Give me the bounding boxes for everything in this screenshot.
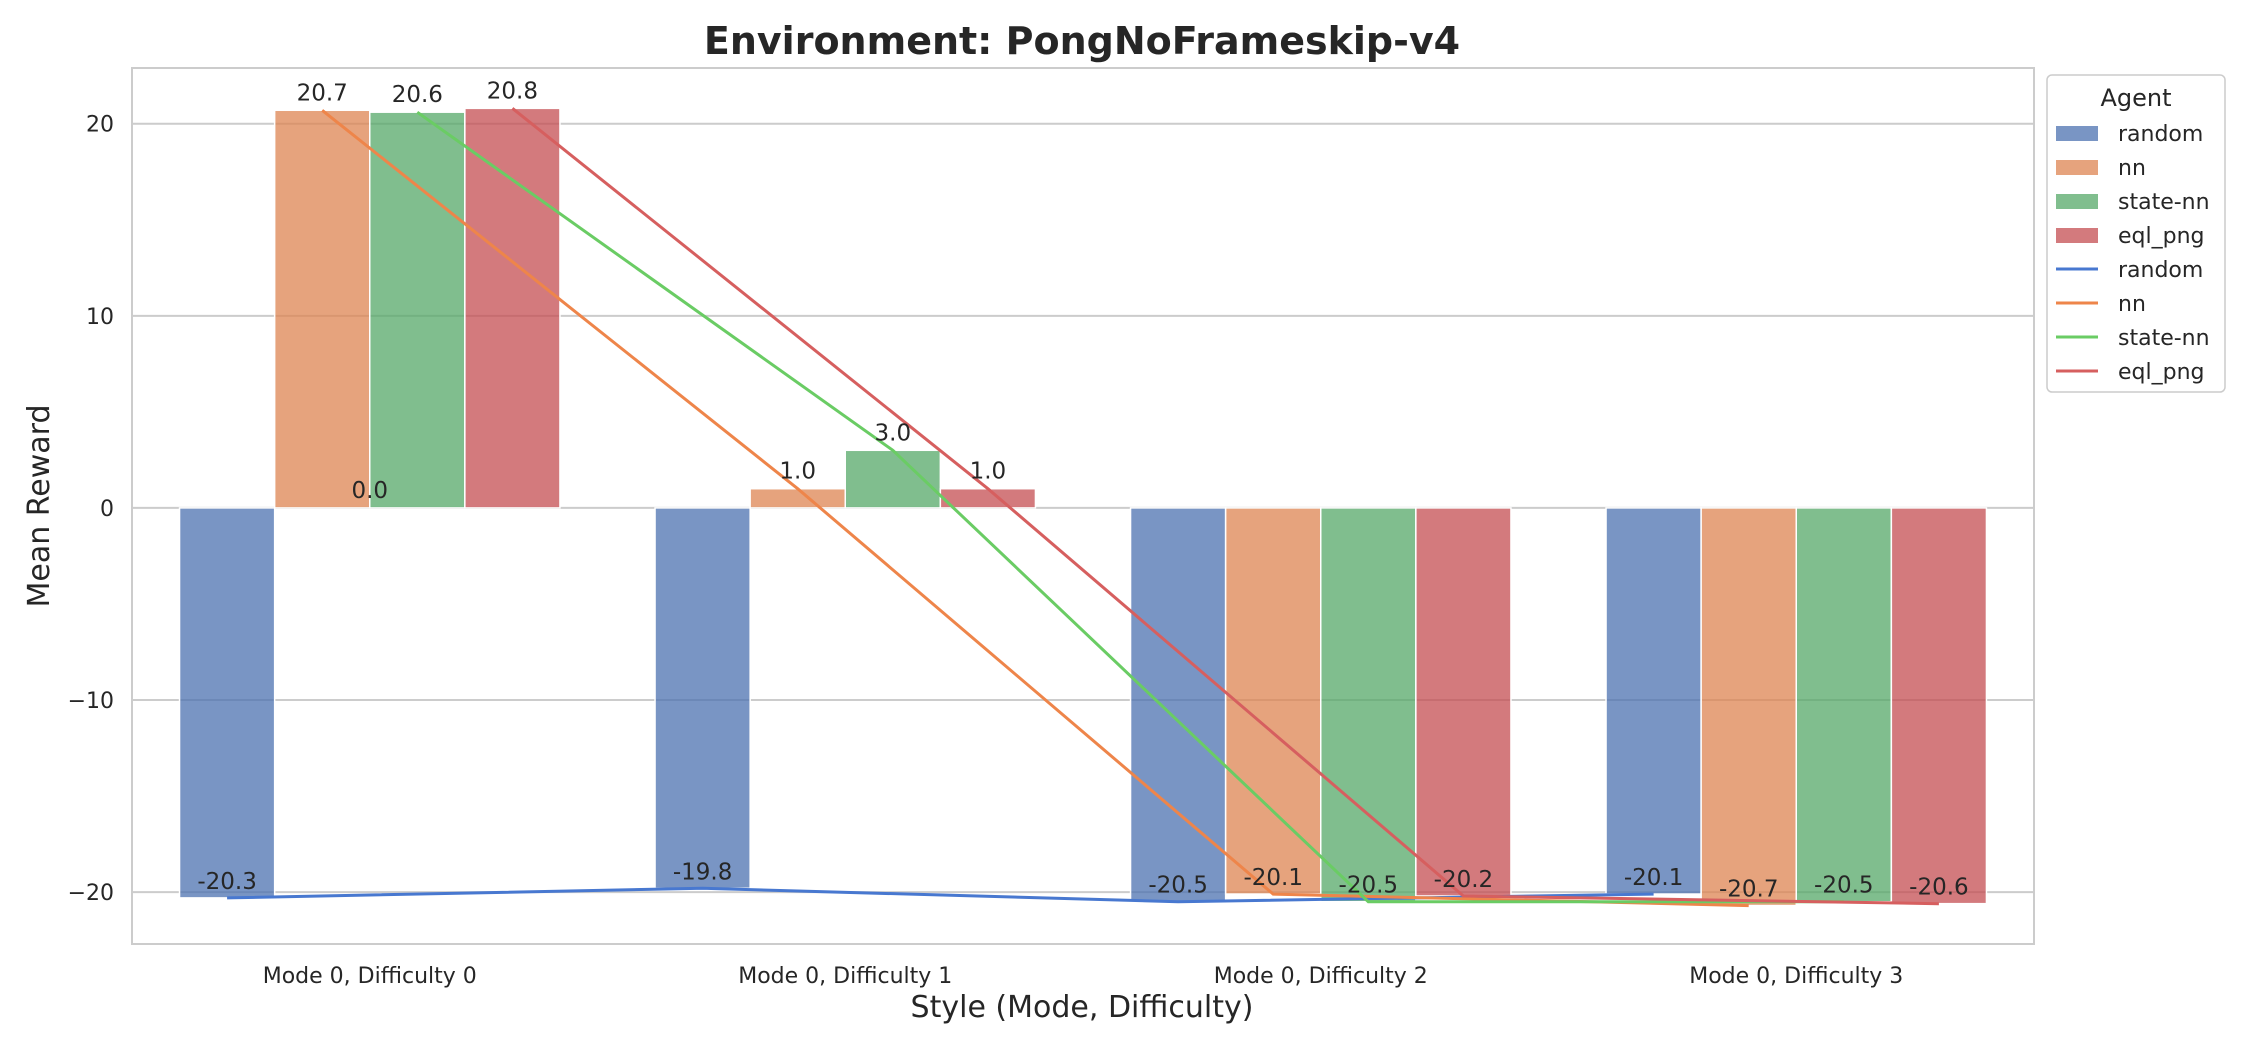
bar (1605, 507, 1702, 895)
legend-patch (2056, 160, 2098, 175)
legend-label: eql_png (2118, 224, 2205, 249)
data-label: -20.1 (1243, 865, 1303, 891)
bar (1129, 507, 1227, 903)
bar (749, 487, 847, 509)
data-label: 20.6 (392, 82, 443, 108)
x-tick-label: Mode 0, Difficulty 3 (1689, 964, 1903, 989)
x-tick-labels: Mode 0, Difficulty 0 Mode 0, Difficulty 1… (263, 964, 1904, 989)
legend-patch (2056, 194, 2098, 209)
data-label: -20.2 (1434, 867, 1494, 893)
bar (464, 107, 561, 509)
y-tick-label: 10 (86, 305, 114, 330)
series-line (321, 109, 1749, 908)
bar (178, 507, 276, 899)
data-label: 20.8 (487, 78, 538, 104)
x-tick-label: Mode 0, Difficulty 0 (263, 964, 477, 989)
legend-box (2046, 74, 2226, 393)
data-label: 1.0 (970, 459, 1007, 485)
bar (1415, 507, 1512, 897)
bar (1890, 507, 1988, 905)
data-label: -20.5 (1339, 873, 1399, 899)
line-overlay (227, 107, 1939, 908)
y-tick-label: −10 (68, 689, 114, 714)
bar (654, 507, 751, 890)
legend: Agent randomnnstate-nneql_pngrandomnnsta… (2046, 74, 2226, 393)
bar (1700, 507, 1798, 907)
data-label: -20.1 (1624, 865, 1684, 891)
legend-label: nn (2118, 292, 2146, 317)
x-tick-label: Mode 0, Difficulty 1 (738, 964, 952, 989)
chart-title: Environment: PongNoFrameskip-v4 (704, 19, 1460, 63)
bar (1795, 507, 1893, 903)
y-axis-label: Mean Reward (22, 405, 57, 608)
legend-patch (2056, 126, 2098, 141)
data-label: -20.5 (1814, 873, 1874, 899)
bar (369, 111, 466, 509)
legend-label: eql_png (2118, 360, 2205, 385)
y-tick-label: −20 (68, 881, 114, 906)
bar (844, 449, 942, 509)
legend-label: state-nn (2118, 190, 2210, 215)
bar (939, 487, 1037, 509)
y-tick-label: 20 (86, 113, 114, 138)
legend-label: state-nn (2118, 326, 2210, 351)
series-line (416, 110, 1844, 904)
x-axis-label: Style (Mode, Difficulty) (911, 990, 1254, 1025)
data-label: 20.7 (297, 80, 348, 106)
legend-patch (2056, 228, 2098, 243)
data-label: -20.6 (1909, 875, 1969, 901)
legend-title: Agent (2100, 84, 2171, 112)
bar (1224, 507, 1322, 895)
legend-label: random (2118, 122, 2203, 147)
data-labels: -20.3 -19.8 -20.5 -20.1 20.7 1.0 -20.1 -20.7 20.… (197, 78, 1968, 902)
y-tick-labels: −20 −10 0 10 20 (68, 113, 114, 906)
data-label: -20.7 (1719, 877, 1779, 903)
data-label: 1.0 (779, 459, 816, 485)
data-label: 3.0 (875, 420, 912, 446)
data-label: -20.3 (197, 869, 257, 895)
legend-items: randomnnstate-nneql_pngrandomnnstate-nne… (2056, 122, 2210, 385)
legend-label: nn (2118, 156, 2146, 181)
data-label: -19.8 (673, 859, 733, 885)
bar (273, 109, 371, 509)
bar-group (178, 107, 1988, 907)
series-line (511, 107, 1939, 906)
y-tick-label: 0 (100, 497, 114, 522)
plot-frame (131, 67, 2035, 945)
data-label: -20.5 (1148, 873, 1208, 899)
x-tick-label: Mode 0, Difficulty 2 (1214, 964, 1428, 989)
legend-label: random (2118, 258, 2203, 283)
zero-annotation: 0.0 (351, 478, 388, 504)
